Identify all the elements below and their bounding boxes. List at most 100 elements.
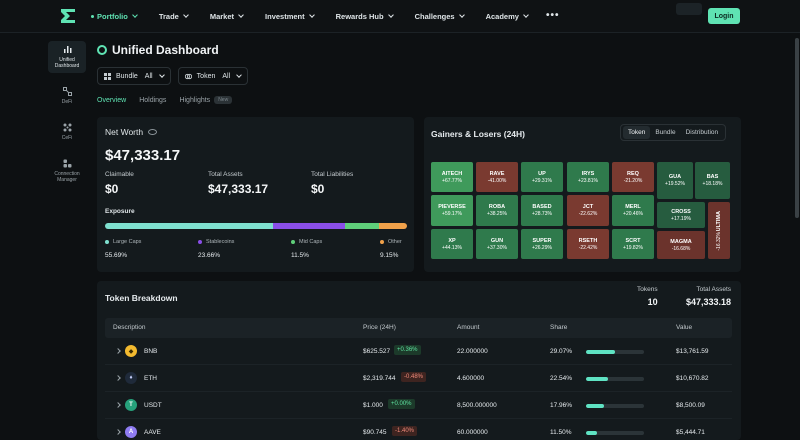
page-title: Unified Dashboard xyxy=(112,43,219,57)
table-row[interactable]: ♦ ETH $2,319.744 -0.48% 4.600000 22.54% … xyxy=(105,366,732,392)
column-header-amount[interactable]: Amount xyxy=(457,324,480,331)
login-button[interactable]: Login xyxy=(708,8,740,24)
token-filter[interactable]: Token All xyxy=(178,67,248,85)
heatmap-tile[interactable]: GUN +37.30% xyxy=(476,229,518,259)
logo-icon[interactable] xyxy=(59,7,77,25)
heatmap-tile[interactable]: RSETH -22.42% xyxy=(567,229,609,259)
search-placeholder-box[interactable] xyxy=(676,3,702,15)
heatmap-tile[interactable]: IRYS +23.81% xyxy=(567,162,609,192)
table-row[interactable]: T USDT $1.000 +0.00% 8,500.000000 17.96%… xyxy=(105,393,732,419)
tab-highlights[interactable]: Highlights xyxy=(179,96,211,104)
heatmap-tile[interactable]: CROSS +17.19% xyxy=(657,202,705,228)
heatmap-tile[interactable]: RAVE -41.00% xyxy=(476,162,518,192)
heatmap-tile[interactable]: XP +44.13% xyxy=(431,229,473,259)
share-bar-fill xyxy=(586,377,609,381)
tab-overview[interactable]: Overview xyxy=(97,96,127,104)
heatmap-tile[interactable]: BASED +28.73% xyxy=(521,195,563,226)
chevron-down-icon xyxy=(183,12,189,18)
expand-chevron-icon[interactable] xyxy=(115,402,121,408)
tile-change: +19.52% xyxy=(665,181,685,187)
share-bar xyxy=(586,431,644,435)
column-header-price[interactable]: Price (24H) xyxy=(363,324,396,331)
legend-dot-icon xyxy=(380,240,384,244)
ring-icon xyxy=(97,45,107,55)
more-menu-icon[interactable]: ••• xyxy=(545,9,560,21)
sidebar-item-cefi[interactable]: CeFi xyxy=(48,119,86,145)
token-share: 11.50% xyxy=(550,429,572,436)
bundle-filter[interactable]: Bundle All xyxy=(97,67,171,85)
token-value: $10,670.82 xyxy=(676,375,709,382)
eye-icon[interactable] xyxy=(148,129,158,135)
tile-symbol: RSETH xyxy=(578,237,598,244)
token-value: $5,444.71 xyxy=(676,429,705,436)
sidebar-item-connection-manager[interactable]: Connection Manager xyxy=(48,155,86,187)
token-symbol: BNB xyxy=(144,348,158,355)
net-worth-value: $47,333.17 xyxy=(105,147,181,164)
column-header-share[interactable]: Share xyxy=(550,324,568,331)
sidebar-item-unified-dashboard[interactable]: Unified Dashboard xyxy=(48,41,86,73)
segment-distribution[interactable]: Distribution xyxy=(685,129,719,136)
total-assets-stat: Total Assets $47,333.17 xyxy=(208,171,268,196)
heatmap-tile[interactable]: UP +29.31% xyxy=(521,162,563,192)
claimable-label: Claimable xyxy=(105,171,134,178)
tile-change: -22.62% xyxy=(578,211,598,217)
heatmap-tile[interactable]: BAS +18.18% xyxy=(695,162,730,199)
nav-trade[interactable]: Trade xyxy=(159,12,189,21)
tab-holdings[interactable]: Holdings xyxy=(139,96,167,104)
heatmap-tile[interactable]: MERL +20.46% xyxy=(612,195,654,226)
heatmap-tile[interactable]: ULTIMA -16.32% xyxy=(708,202,730,259)
sidebar: Unified Dashboard DeFi CeFi Connection M… xyxy=(48,41,86,197)
tile-change: +44.13% xyxy=(442,244,462,251)
nav-rewards-hub[interactable]: Rewards Hub xyxy=(336,12,394,21)
tile-change: +37.30% xyxy=(487,244,507,251)
share-bar-fill xyxy=(586,350,615,354)
heatmap-tile[interactable]: ROBA +38.25% xyxy=(476,195,518,226)
nav-market[interactable]: Market xyxy=(210,12,244,21)
sidebar-item-defi[interactable]: DeFi xyxy=(48,83,86,109)
tokens-count-summary: Tokens 10 xyxy=(637,286,658,307)
nav-portfolio[interactable]: Portfolio xyxy=(91,12,138,21)
table-row[interactable]: A AAVE $90.745 -1.40% 60.000000 11.50% $… xyxy=(105,420,732,440)
table-row[interactable]: ◆ BNB $625.527 +0.36% 22.000000 29.07% $… xyxy=(105,339,732,365)
expand-chevron-icon[interactable] xyxy=(115,375,121,381)
token-price-change: -1.40% xyxy=(392,426,418,436)
segment-bundle[interactable]: Bundle xyxy=(655,129,676,136)
tile-change: -16.68% xyxy=(671,245,691,252)
token-value: $8,500.09 xyxy=(676,402,705,409)
nav-academy[interactable]: Academy xyxy=(486,12,529,21)
token-breakdown-title: Token Breakdown xyxy=(105,293,178,303)
tile-symbol: BASED xyxy=(532,204,552,210)
legend-pct: 11.5% xyxy=(291,252,309,259)
legend-label: Stablecoins xyxy=(206,239,235,245)
segment-token[interactable]: Token xyxy=(623,126,651,139)
legend-label: Other xyxy=(388,239,402,245)
tile-change: +18.18% xyxy=(702,181,723,187)
heatmap-tile[interactable]: JCT -22.62% xyxy=(567,195,609,226)
net-worth-header: Net Worth xyxy=(105,127,158,137)
column-header-description[interactable]: Description xyxy=(113,324,146,331)
share-bar xyxy=(586,404,644,408)
heatmap-tile[interactable]: GUA +19.52% xyxy=(657,162,693,199)
nav-challenges[interactable]: Challenges xyxy=(415,12,465,21)
heatmap-tile[interactable]: PIEVERSE +59.17% xyxy=(431,195,473,226)
heatmap-tile[interactable]: SUPER +26.29% xyxy=(521,229,563,259)
tile-symbol: ROBA xyxy=(488,204,506,210)
heatmap-tile[interactable]: REQ -21.20% xyxy=(612,162,654,192)
gainers-losers-card: Gainers & Losers (24H) Token Bundle Dist… xyxy=(424,117,741,272)
page-scrollbar[interactable] xyxy=(795,38,799,218)
tile-symbol: IRYS xyxy=(581,170,595,177)
highlights-badge: New xyxy=(214,96,233,104)
bundle-filter-label: Bundle xyxy=(116,72,138,80)
heatmap-tile[interactable]: MAGMA -16.68% xyxy=(657,231,705,259)
column-header-value[interactable]: Value xyxy=(676,324,693,331)
tile-symbol: SCRT xyxy=(625,237,641,244)
heatmap-tile[interactable]: AITECH +67.77% xyxy=(431,162,473,192)
token-filter-value: All xyxy=(222,72,231,80)
nav-investment[interactable]: Investment xyxy=(265,12,315,21)
expand-chevron-icon[interactable] xyxy=(115,348,121,354)
heatmap-tile[interactable]: SCRT +19.82% xyxy=(612,229,654,259)
sidebar-item-label: CeFi xyxy=(61,135,73,141)
expand-chevron-icon[interactable] xyxy=(115,429,121,435)
tile-symbol: JCT xyxy=(582,204,594,210)
token-price: $90.745 xyxy=(363,429,387,436)
